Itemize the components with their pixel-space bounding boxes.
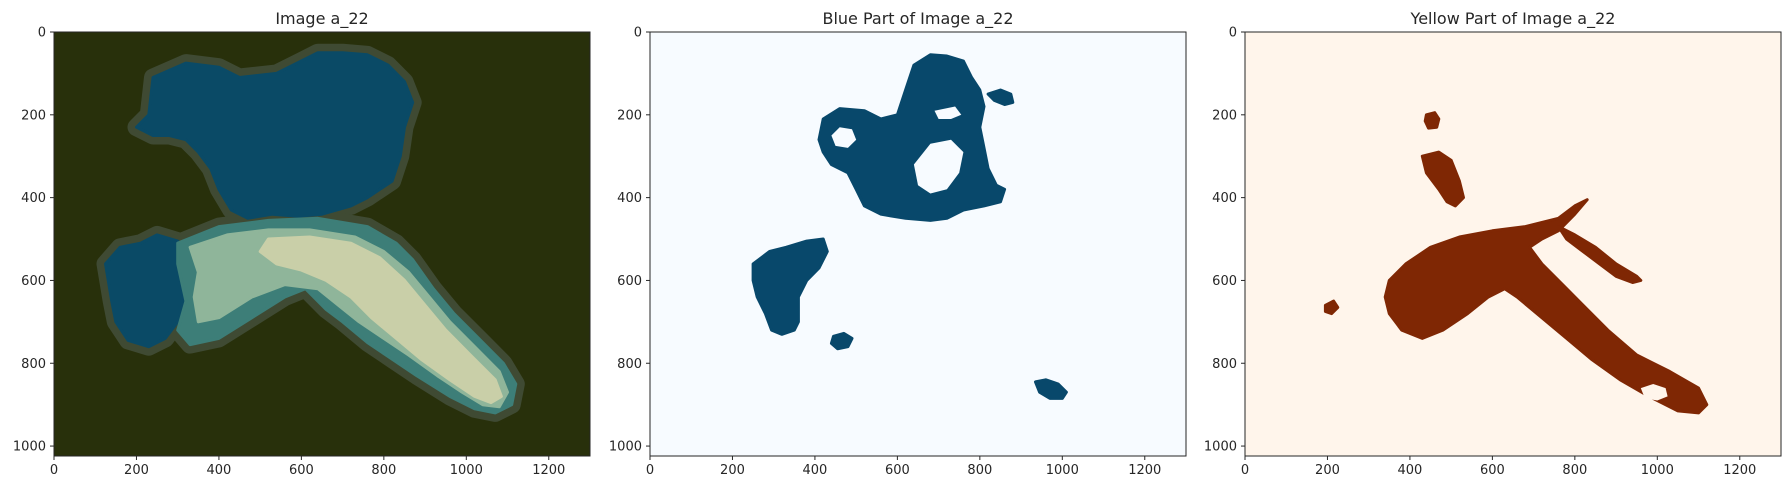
y-tick-label: 1000	[1204, 440, 1237, 455]
x-tick-label: 400	[803, 463, 828, 478]
x-tick-label: 200	[124, 463, 149, 478]
hole-tip	[1640, 384, 1668, 401]
x-tick-label: 600	[1480, 463, 1505, 478]
x-tick-label: 1000	[1641, 463, 1674, 478]
y-tick-label: 1000	[609, 440, 642, 455]
y-tick-label: 400	[1212, 191, 1237, 206]
y-tick-label: 200	[1212, 108, 1237, 123]
blue-mask-main	[817, 53, 1007, 222]
hole-upper	[934, 106, 962, 119]
x-tick-label: 800	[967, 463, 992, 478]
axes-frame	[53, 31, 591, 457]
y-tick-label: 0	[1229, 26, 1237, 41]
x-tick-label: 1200	[532, 463, 565, 478]
x-tick-label: 400	[207, 463, 232, 478]
cream-body	[258, 235, 503, 405]
hole-left	[831, 127, 857, 148]
y-tick-label: 1000	[13, 440, 46, 455]
yellow-mask-dot	[1423, 111, 1441, 130]
x-tick-label: 0	[1241, 463, 1249, 478]
x-tick-label: 800	[371, 463, 396, 478]
y-tick-label: 600	[1212, 274, 1237, 289]
blue-mask-small	[829, 331, 854, 351]
x-tick-label: 200	[1315, 463, 1340, 478]
y-tick-label: 200	[21, 108, 46, 123]
yellow-mask-blob	[1420, 150, 1465, 208]
blue-mask-tip	[1034, 378, 1068, 400]
yellow-mask-streak	[1556, 225, 1643, 284]
x-tick-label: 400	[1398, 463, 1423, 478]
y-tick-label: 800	[21, 357, 46, 372]
y-tick-label: 400	[617, 191, 642, 206]
subplot-title: Yellow Part of Image a_22	[1410, 9, 1616, 29]
blue-mask-left	[751, 237, 829, 336]
y-tick-label: 0	[38, 26, 46, 41]
subplot-2: 0 200 400 600 800 1000 1200 0 200 400 600 800 1000 Bl…	[609, 9, 1187, 478]
x-tick-label: 0	[50, 463, 58, 478]
yellow-mask-body	[1383, 198, 1709, 415]
axes-frame	[649, 31, 1187, 457]
y-tick-label: 800	[1212, 357, 1237, 372]
x-tick-label: 1200	[1723, 463, 1756, 478]
hole-center	[913, 139, 964, 194]
y-tick-label: 800	[617, 357, 642, 372]
subplot-3: 0 200 400 600 800 1000 1200 0 200 400 600 800 1000 Ye…	[1204, 9, 1782, 478]
axes-frame	[1244, 31, 1782, 457]
subplot-1: 0 200 400 600 800 1000 1200 0 200 400 600 800 1000 Im…	[13, 9, 591, 478]
blue-lobe	[135, 51, 415, 220]
x-tick-label: 1000	[1046, 463, 1079, 478]
x-tick-label: 1200	[1128, 463, 1161, 478]
x-tick-label: 1000	[450, 463, 483, 478]
yellow-mask-left	[1323, 299, 1340, 316]
x-tick-label: 600	[885, 463, 910, 478]
y-tick-label: 0	[634, 26, 642, 41]
x-tick-label: 200	[720, 463, 745, 478]
x-tick-label: 600	[289, 463, 314, 478]
y-tick-label: 600	[21, 274, 46, 289]
y-tick-label: 600	[617, 274, 642, 289]
y-tick-label: 400	[21, 191, 46, 206]
x-tick-label: 0	[646, 463, 654, 478]
y-tick-label: 200	[617, 108, 642, 123]
subplot-title: Blue Part of Image a_22	[822, 9, 1013, 29]
blue-mask-fleck	[986, 88, 1015, 106]
subplot-title: Image a_22	[275, 9, 368, 29]
x-tick-label: 800	[1562, 463, 1587, 478]
